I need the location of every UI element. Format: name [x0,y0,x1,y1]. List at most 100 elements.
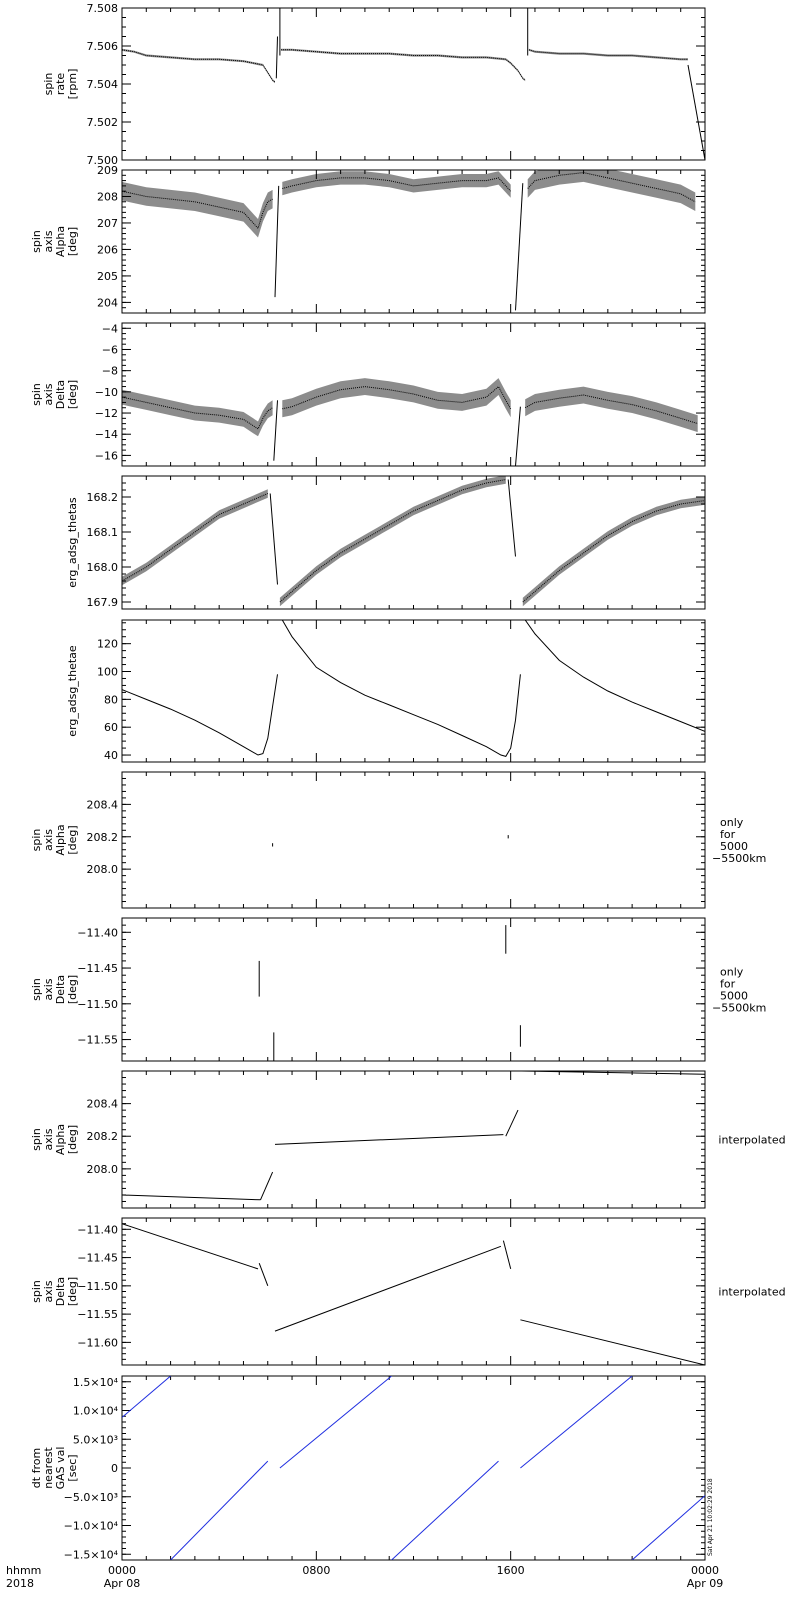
y-tick-label: −5.0×10³ [64,1491,118,1504]
y-tick-label: 40 [104,749,118,762]
y-tick-label: 168.0 [87,561,119,574]
x-tick-date-label: Apr 09 [687,1577,724,1590]
data-scatter-trace [528,49,688,60]
panel-erg-adsg-thetae: 40 60 80 100 120 erg_adsg_thetae [66,619,706,763]
y-tick-label: −16 [95,449,118,462]
timestamp-stamp: Sat Apr 21 10:02:29 2018 [707,1478,714,1556]
data-series-line [170,1460,269,1560]
y-axis-label: axis [42,829,55,851]
data-series-line [515,183,524,311]
y-axis-label: erg_adsg_thetae [66,645,79,737]
y-tick-label: 204 [97,296,118,309]
data-scatter-trace [527,172,696,203]
data-scatter-trace [282,385,512,410]
data-scatter-trace [279,479,506,603]
panel-frame [121,917,706,1062]
panel-frame [121,771,706,909]
data-series-line [520,1376,633,1469]
x-tick-label: 0000 [108,1564,136,1577]
y-tick-label: −8 [102,365,118,378]
y-tick-label: 7.502 [87,116,119,129]
data-series-line [269,493,278,585]
y-axis-label: spin [30,383,43,406]
data-scatter-band [122,389,273,437]
data-scatter-band [282,171,511,198]
y-axis-label: spin [30,1280,43,1303]
y-tick-label: −11.45 [77,1252,118,1265]
data-series-line [507,479,516,557]
y-axis-label: nearest [42,1447,55,1489]
data-scatter-band [282,378,511,418]
panel-note: for [720,978,736,991]
x-tick-date-label: Apr 08 [104,1577,141,1590]
data-series-line [275,36,278,79]
y-tick-label: −14 [95,428,118,441]
y-axis-label: Alpha [54,824,67,855]
x-tick-label: 0800 [302,1564,330,1577]
data-layer [122,378,705,466]
y-tick-label: −11.55 [77,1308,118,1321]
y-axis-label: [deg] [66,380,79,409]
panel-note: interpolated [718,1286,785,1299]
y-tick-label: 168.2 [87,491,119,504]
y-axis-label: axis [42,383,55,405]
y-tick-label: 5.0×10³ [73,1433,118,1446]
data-series-line [687,64,705,160]
y-tick-label: −1.0×10⁴ [64,1520,119,1533]
y-tick-label: 205 [97,270,118,283]
panel-frame [121,619,706,763]
panel-note: only [720,816,744,829]
data-layer [272,835,509,847]
y-tick-label: 208 [97,190,118,203]
panel-frame [121,475,706,610]
data-layer [122,170,705,311]
data-layer [258,925,521,1061]
y-tick-label: −11.40 [77,1223,118,1236]
data-scatter-trace [281,49,526,81]
y-axis-label: axis [42,230,55,252]
y-axis-label: [deg] [66,227,79,256]
data-series-line [281,620,521,757]
y-tick-label: 0 [111,1462,118,1475]
panel-dt-from-nearest-gas: −1.5×10⁴ −1.0×10⁴ −5.0×10³ 0 5.0×10³ 1.0×10⁴ 1… [30,1375,706,1561]
y-tick-label: 206 [97,243,118,256]
y-axis-label: Alpha [54,226,67,257]
data-series-line [515,406,521,466]
y-axis-label: dt from [30,1448,43,1488]
data-series-line [122,1376,171,1418]
y-tick-label: 7.500 [87,154,119,167]
y-tick-label: −11.50 [77,1280,118,1293]
y-tick-label: 7.506 [87,40,119,53]
y-axis-label: spin [30,1128,43,1151]
data-series-line [631,1495,705,1560]
y-tick-label: 80 [104,693,118,706]
y-tick-label: −11.60 [77,1336,118,1349]
data-series-line [524,620,705,732]
data-scatter-band [525,386,698,433]
panel-note: only [720,966,744,979]
x-axis-year-label: 2018 [6,1577,34,1590]
data-layer [122,620,705,757]
y-tick-label: 60 [104,721,118,734]
data-scatter-trace [122,493,268,582]
panel-spin-axis-alpha: 204 205 206 207 208 209 spin axis Alpha [deg] [30,164,706,314]
data-scatter-band [279,476,506,607]
y-tick-label: −11.50 [77,998,118,1011]
panel-erg-adsg-thetas: 167.9 168.0 168.1 168.2 erg_adsg_thetas [66,475,706,610]
y-tick-label: 208.2 [87,1130,119,1143]
data-layer [122,1223,705,1365]
y-tick-label: 208.0 [87,1163,119,1176]
y-axis-label: spin [30,230,43,253]
data-series-line [391,1460,499,1560]
y-axis-label: axis [42,1128,55,1150]
y-axis-label: [deg] [66,825,79,854]
data-scatter-trace [282,177,512,192]
y-tick-label: −6 [102,343,118,356]
panel-note: −5500km [712,852,766,865]
x-tick-label: 1600 [497,1564,525,1577]
y-tick-label: 209 [97,164,118,177]
y-tick-label: 208.4 [87,1098,119,1111]
data-scatter-band [122,181,273,238]
panel-frame [121,1375,706,1561]
